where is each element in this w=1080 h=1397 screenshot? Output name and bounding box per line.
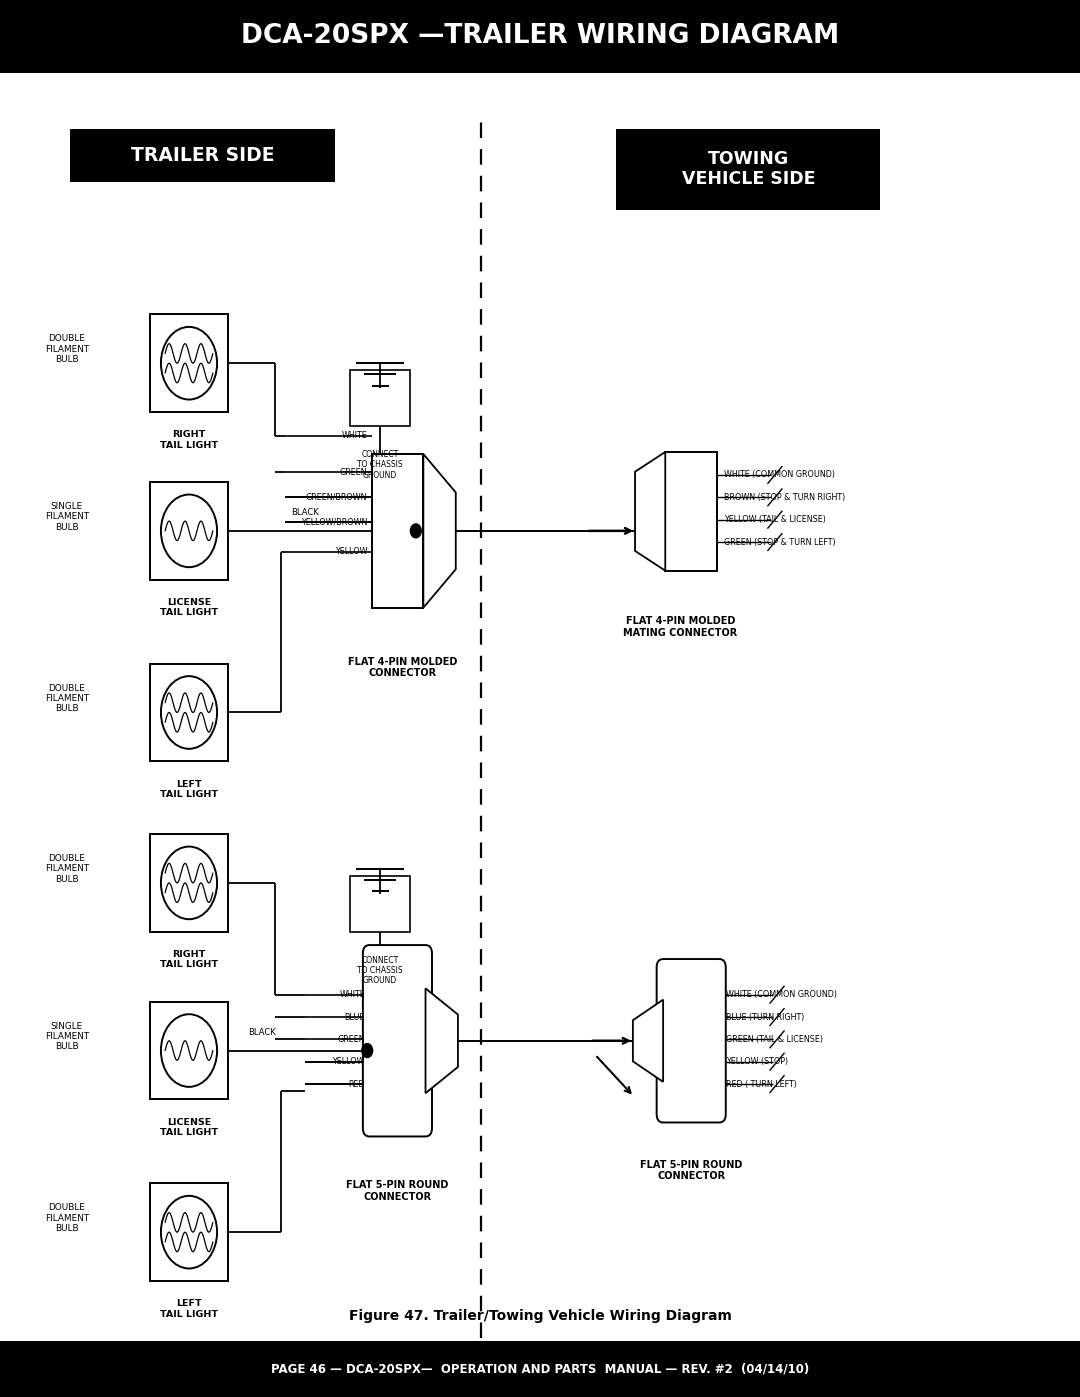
FancyBboxPatch shape <box>363 944 432 1137</box>
Polygon shape <box>635 453 665 570</box>
Bar <box>70 129 335 182</box>
Bar <box>150 1183 228 1281</box>
Text: TOWING
VEHICLE SIDE: TOWING VEHICLE SIDE <box>681 149 815 189</box>
Text: TRAILER SIDE: TRAILER SIDE <box>132 145 274 165</box>
Text: PAGE 46 — DCA-20SPX—  OPERATION AND PARTS  MANUAL — REV. #2  (04/14/10): PAGE 46 — DCA-20SPX— OPERATION AND PARTS… <box>271 1362 809 1376</box>
Circle shape <box>161 847 217 919</box>
Text: DOUBLE
FILAMENT
BULB: DOUBLE FILAMENT BULB <box>45 683 89 714</box>
Text: RED ( TURN LEFT): RED ( TURN LEFT) <box>726 1080 797 1088</box>
Bar <box>350 876 409 932</box>
Text: CONNECT
TO CHASSIS
GROUND: CONNECT TO CHASSIS GROUND <box>357 956 403 985</box>
Bar <box>616 129 880 210</box>
Text: SINGLE
FILAMENT
BULB: SINGLE FILAMENT BULB <box>45 502 89 532</box>
Text: GREEN (STOP & TURN LEFT): GREEN (STOP & TURN LEFT) <box>724 538 835 546</box>
Circle shape <box>161 327 217 400</box>
Text: YELLOW (STOP): YELLOW (STOP) <box>726 1058 788 1066</box>
Text: LEFT
TAIL LIGHT: LEFT TAIL LIGHT <box>160 780 218 799</box>
Bar <box>0 0 1080 73</box>
Text: DOUBLE
FILAMENT
BULB: DOUBLE FILAMENT BULB <box>45 334 89 365</box>
Circle shape <box>410 524 421 538</box>
Circle shape <box>161 676 217 749</box>
Text: FLAT 5-PIN ROUND
CONNECTOR: FLAT 5-PIN ROUND CONNECTOR <box>640 1160 742 1180</box>
Text: BROWN (STOP & TURN RIGHT): BROWN (STOP & TURN RIGHT) <box>724 493 845 502</box>
Text: LICENSE
TAIL LIGHT: LICENSE TAIL LIGHT <box>160 598 218 617</box>
Text: YELLOW/BROWN: YELLOW/BROWN <box>301 518 367 527</box>
Text: Figure 47. Trailer/Towing Vehicle Wiring Diagram: Figure 47. Trailer/Towing Vehicle Wiring… <box>349 1309 731 1323</box>
Bar <box>150 1002 228 1099</box>
Text: GREEN/BROWN: GREEN/BROWN <box>306 493 367 502</box>
Circle shape <box>362 1044 373 1058</box>
Text: FLAT 4-PIN MOLDED
CONNECTOR: FLAT 4-PIN MOLDED CONNECTOR <box>348 657 458 678</box>
Polygon shape <box>633 1000 663 1081</box>
Text: WHITE (COMMON GROUND): WHITE (COMMON GROUND) <box>724 471 835 479</box>
Text: WHITE (COMMON GROUND): WHITE (COMMON GROUND) <box>726 990 837 999</box>
Text: YELLOW: YELLOW <box>335 548 367 556</box>
Text: DCA-20SPX —TRAILER WIRING DIAGRAM: DCA-20SPX —TRAILER WIRING DIAGRAM <box>241 24 839 49</box>
Text: BLUE: BLUE <box>345 1013 365 1021</box>
Circle shape <box>161 495 217 567</box>
Bar <box>150 314 228 412</box>
Text: GREEN (TAIL & LICENSE): GREEN (TAIL & LICENSE) <box>726 1035 823 1044</box>
Text: GREEN: GREEN <box>337 1035 365 1044</box>
FancyBboxPatch shape <box>657 958 726 1123</box>
Text: DOUBLE
FILAMENT
BULB: DOUBLE FILAMENT BULB <box>45 854 89 884</box>
Text: RIGHT
TAIL LIGHT: RIGHT TAIL LIGHT <box>160 430 218 450</box>
Bar <box>372 454 423 608</box>
Polygon shape <box>423 454 456 608</box>
Text: BLUE (TURN RIGHT): BLUE (TURN RIGHT) <box>726 1013 805 1021</box>
Bar <box>150 834 228 932</box>
Text: YELLOW: YELLOW <box>333 1058 365 1066</box>
Text: CONNECT
TO CHASSIS
GROUND: CONNECT TO CHASSIS GROUND <box>357 450 403 479</box>
Text: GREEN: GREEN <box>339 468 367 476</box>
Circle shape <box>161 1196 217 1268</box>
Bar <box>350 370 409 426</box>
Circle shape <box>161 1014 217 1087</box>
Text: BLACK: BLACK <box>248 1028 276 1037</box>
Text: WHITE: WHITE <box>339 990 365 999</box>
Text: LEFT
TAIL LIGHT: LEFT TAIL LIGHT <box>160 1299 218 1319</box>
Text: LICENSE
TAIL LIGHT: LICENSE TAIL LIGHT <box>160 1118 218 1137</box>
Text: SINGLE
FILAMENT
BULB: SINGLE FILAMENT BULB <box>45 1021 89 1052</box>
Bar <box>0 1341 1080 1397</box>
Text: WHITE: WHITE <box>341 432 367 440</box>
Text: RIGHT
TAIL LIGHT: RIGHT TAIL LIGHT <box>160 950 218 970</box>
Bar <box>150 482 228 580</box>
Bar <box>150 664 228 761</box>
Text: BLACK: BLACK <box>292 509 320 517</box>
Polygon shape <box>426 989 458 1092</box>
Text: DOUBLE
FILAMENT
BULB: DOUBLE FILAMENT BULB <box>45 1203 89 1234</box>
Text: YELLOW (TAIL & LICENSE): YELLOW (TAIL & LICENSE) <box>724 515 825 524</box>
Bar <box>665 453 717 570</box>
Text: FLAT 5-PIN ROUND
CONNECTOR: FLAT 5-PIN ROUND CONNECTOR <box>347 1180 448 1201</box>
Text: RED: RED <box>349 1080 365 1088</box>
Text: FLAT 4-PIN MOLDED
MATING CONNECTOR: FLAT 4-PIN MOLDED MATING CONNECTOR <box>623 616 738 637</box>
